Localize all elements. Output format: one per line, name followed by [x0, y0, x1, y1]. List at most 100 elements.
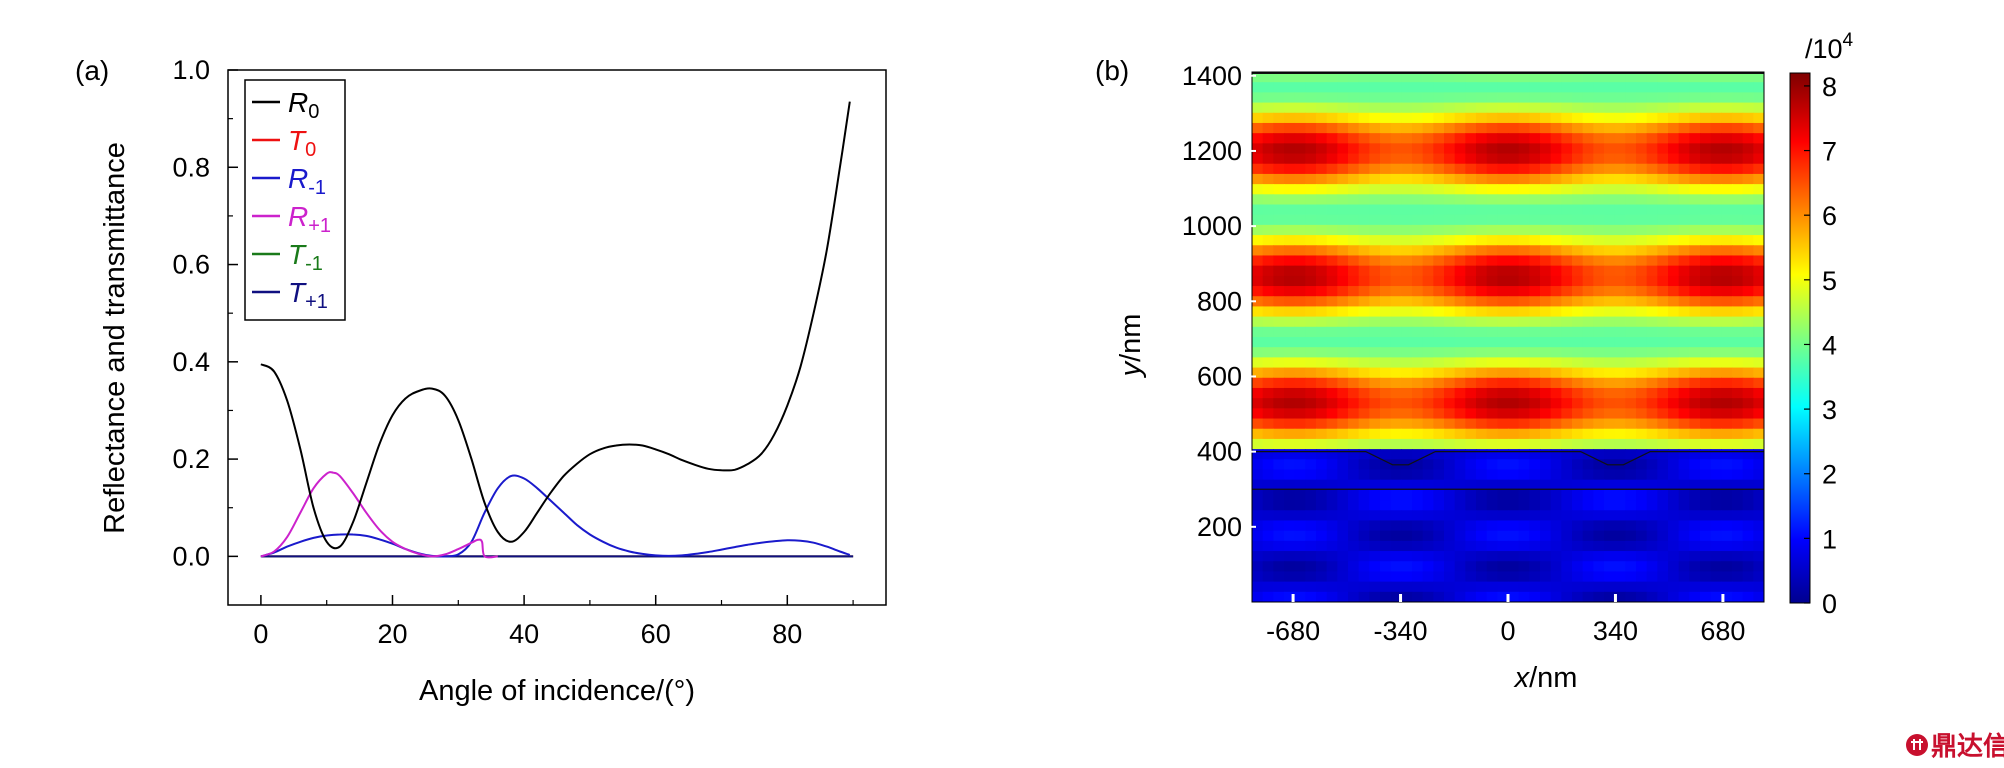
field-cell	[1625, 235, 1637, 246]
field-cell	[1273, 459, 1285, 471]
field-cell	[1348, 173, 1360, 185]
field-cell	[1646, 296, 1658, 308]
field-cell	[1561, 265, 1573, 277]
field-cell	[1732, 143, 1744, 155]
field-cell	[1348, 275, 1360, 287]
field-cell	[1753, 479, 1764, 491]
field-cell	[1284, 520, 1296, 532]
x-unit: /nm	[1529, 662, 1577, 694]
field-cell	[1593, 428, 1605, 440]
field-cell	[1700, 326, 1712, 338]
field-cell	[1412, 520, 1424, 532]
field-cell	[1593, 561, 1605, 573]
field-cell	[1422, 102, 1434, 114]
field-cell	[1529, 255, 1541, 267]
field-cell	[1614, 133, 1626, 144]
field-cell	[1753, 591, 1764, 602]
field-cell	[1657, 347, 1669, 358]
field-cell	[1326, 224, 1338, 236]
field-cell	[1380, 367, 1392, 379]
field-cell	[1604, 163, 1616, 175]
field-cell	[1572, 337, 1584, 348]
field-cell	[1444, 326, 1456, 338]
field-cell	[1550, 561, 1562, 573]
field-cell	[1625, 286, 1637, 297]
field-cell	[1678, 428, 1690, 440]
field-cell	[1614, 72, 1626, 83]
field-cell	[1252, 387, 1264, 399]
field-cell	[1582, 581, 1594, 593]
field-cell	[1305, 265, 1317, 277]
field-cell	[1518, 194, 1530, 206]
field-cell	[1657, 326, 1669, 338]
field-cell	[1262, 143, 1274, 155]
field-cell	[1742, 398, 1754, 409]
field-cell	[1294, 133, 1306, 144]
field-cell	[1497, 204, 1509, 216]
field-cell	[1252, 224, 1264, 236]
field-cell	[1348, 112, 1360, 124]
field-cell	[1646, 306, 1658, 318]
field-cell	[1252, 357, 1264, 369]
field-cell	[1540, 500, 1552, 511]
field-cell	[1305, 398, 1317, 409]
field-cell	[1486, 449, 1498, 460]
field-cell	[1700, 469, 1712, 481]
field-cell	[1540, 275, 1552, 287]
field-cell	[1262, 530, 1274, 542]
field-cell	[1369, 286, 1381, 297]
field-cell	[1380, 520, 1392, 532]
field-cell	[1444, 224, 1456, 236]
field-cell	[1305, 418, 1317, 430]
field-cell	[1636, 235, 1648, 246]
field-cell	[1561, 561, 1573, 573]
field-cell	[1273, 92, 1285, 104]
field-cell	[1593, 357, 1605, 369]
field-cell	[1262, 306, 1274, 318]
field-cell	[1476, 153, 1488, 165]
field-cell	[1401, 408, 1413, 420]
field-cell	[1284, 479, 1296, 491]
field-cell	[1337, 377, 1349, 389]
field-cell	[1262, 479, 1274, 491]
field-cell	[1625, 102, 1637, 114]
field-cell	[1294, 347, 1306, 358]
field-cell	[1710, 347, 1722, 358]
field-cell	[1422, 245, 1434, 257]
field-cell	[1369, 387, 1381, 399]
field-cell	[1273, 133, 1285, 144]
field-cell	[1294, 337, 1306, 348]
field-cell	[1454, 489, 1466, 501]
field-cell	[1625, 438, 1637, 450]
field-cell	[1689, 449, 1701, 460]
field-cell	[1646, 561, 1658, 573]
field-cell	[1305, 581, 1317, 593]
field-cell	[1550, 92, 1562, 104]
colorbar-title-base: /10	[1805, 34, 1843, 64]
field-cell	[1422, 72, 1434, 83]
field-cell	[1668, 510, 1680, 522]
field-cell	[1497, 173, 1509, 185]
field-cell	[1326, 387, 1338, 399]
field-cell	[1721, 459, 1733, 471]
field-cell	[1358, 489, 1370, 501]
field-cell	[1614, 581, 1626, 593]
field-cell	[1422, 530, 1434, 542]
field-cell	[1742, 133, 1754, 144]
field-cell	[1742, 591, 1754, 602]
field-cell	[1508, 286, 1520, 297]
field-cell	[1646, 173, 1658, 185]
field-cell	[1636, 122, 1648, 134]
field-cell	[1689, 224, 1701, 236]
field-cell	[1252, 520, 1264, 532]
field-cell	[1486, 102, 1498, 114]
field-cell	[1412, 153, 1424, 165]
field-cell	[1518, 377, 1530, 389]
field-cell	[1593, 540, 1605, 552]
field-cell	[1518, 316, 1530, 328]
field-cell	[1486, 255, 1498, 267]
field-cell	[1582, 194, 1594, 206]
field-cell	[1700, 571, 1712, 583]
field-cell	[1348, 245, 1360, 257]
field-cell	[1294, 143, 1306, 155]
